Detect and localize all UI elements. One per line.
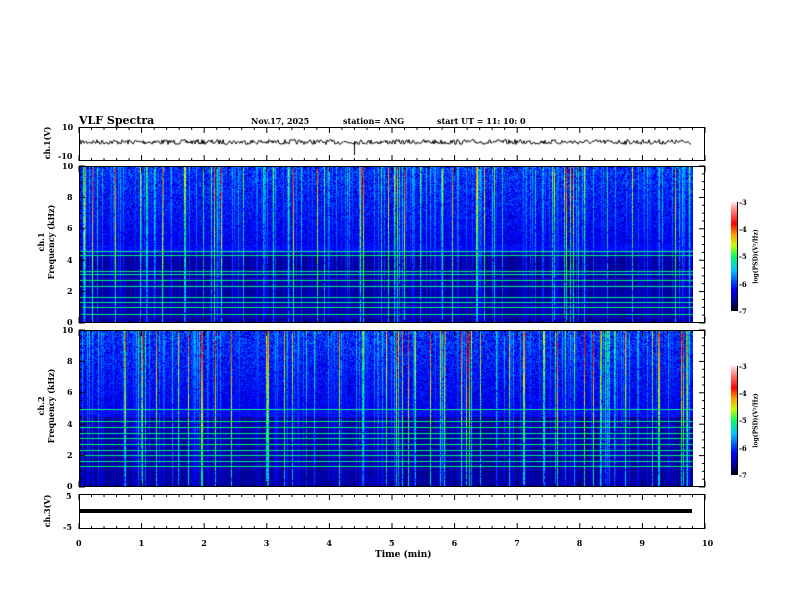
spec-ytick-label: 2	[67, 285, 73, 296]
spec-ytick-label: 8	[67, 356, 73, 367]
ch1-ytick-bottom: -10	[58, 151, 73, 161]
colorbar-tick-label: -6	[739, 443, 747, 453]
x-tick-label: 3	[263, 538, 270, 548]
x-tick-label: 4	[326, 538, 332, 548]
date-label: Nov.17, 2025	[251, 116, 310, 126]
x-tick-label: 8	[576, 538, 583, 548]
spec-ytick-label: 0	[67, 481, 73, 491]
x-tick-label: 10	[702, 538, 714, 548]
station-label: station= ANG	[343, 116, 405, 126]
start-time-label: start UT = 11: 10: 0	[437, 116, 526, 126]
colorbar-tick-label: -7	[739, 470, 747, 480]
ch2-spectrogram-image	[80, 331, 693, 486]
spec-ytick-label: 6	[67, 387, 73, 398]
figure-title: VLF Spectra	[79, 114, 155, 127]
spec-ytick-label: 2	[67, 449, 73, 460]
colorbar-tick-label: -6	[739, 279, 747, 289]
colorbar-tick-label: -5	[739, 252, 747, 262]
colorbar-tick-label: -4	[739, 225, 747, 235]
ch3-ytick-bottom: -5	[63, 522, 72, 532]
ch1-ytick-top: 10	[62, 122, 74, 132]
ch1-spectrogram-image	[80, 167, 693, 322]
ch2-colorbar	[731, 366, 738, 475]
x-tick-label: 5	[389, 538, 395, 548]
x-tick-label: 1	[138, 538, 145, 548]
ch3-ytick-top: 5	[66, 491, 72, 501]
colorbar-tick-label: -5	[739, 416, 747, 426]
spec-ytick-label: 0	[67, 317, 73, 327]
spec-ytick-label: 10	[62, 325, 74, 335]
x-tick-label: 6	[451, 538, 458, 548]
spec-ytick-label: 6	[67, 223, 73, 234]
x-axis-label: Time (min)	[375, 550, 432, 560]
spec-ytick-label: 4	[67, 254, 73, 265]
colorbar-tick-label: -7	[739, 306, 747, 316]
colorbar-tick-label: -3	[739, 362, 747, 371]
x-tick-label: 7	[514, 538, 520, 548]
spec-ytick-label: 8	[67, 192, 73, 203]
x-tick-label: 9	[639, 538, 645, 548]
colorbar-tick-label: -4	[739, 389, 747, 399]
ch3-waveform-trace	[80, 509, 692, 513]
spec-ytick-label: 4	[67, 418, 73, 429]
colorbar-tick-label: -3	[739, 198, 747, 207]
x-tick-label: 0	[76, 538, 82, 548]
spec-ytick-label: 10	[62, 161, 74, 171]
x-tick-label: 2	[201, 538, 207, 548]
ch1-colorbar	[731, 202, 738, 311]
